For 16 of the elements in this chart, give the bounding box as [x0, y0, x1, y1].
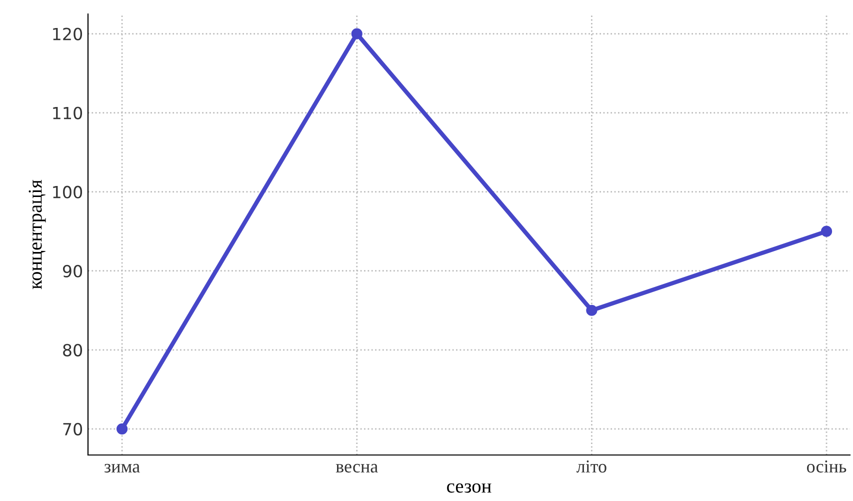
point — [116, 423, 128, 434]
y-tick-label: 100 — [53, 186, 82, 198]
y-tick-label: 120 — [53, 28, 82, 40]
x-axis-title: сезон — [447, 483, 492, 493]
y-tick-label: 110 — [53, 106, 82, 120]
point — [820, 226, 832, 237]
x-tick-label: зима — [104, 464, 140, 473]
x-tick-label: весна — [336, 464, 378, 473]
y-axis-title: концентрація — [28, 180, 46, 290]
x-tick-label: осінь — [807, 460, 846, 473]
x-tick-label: літо — [576, 460, 606, 473]
y-tick-label: 90 — [62, 264, 82, 278]
y-tick-label: 70 — [63, 422, 82, 436]
point — [586, 304, 598, 316]
point — [351, 28, 362, 40]
y-tick-label: 80 — [63, 344, 82, 356]
